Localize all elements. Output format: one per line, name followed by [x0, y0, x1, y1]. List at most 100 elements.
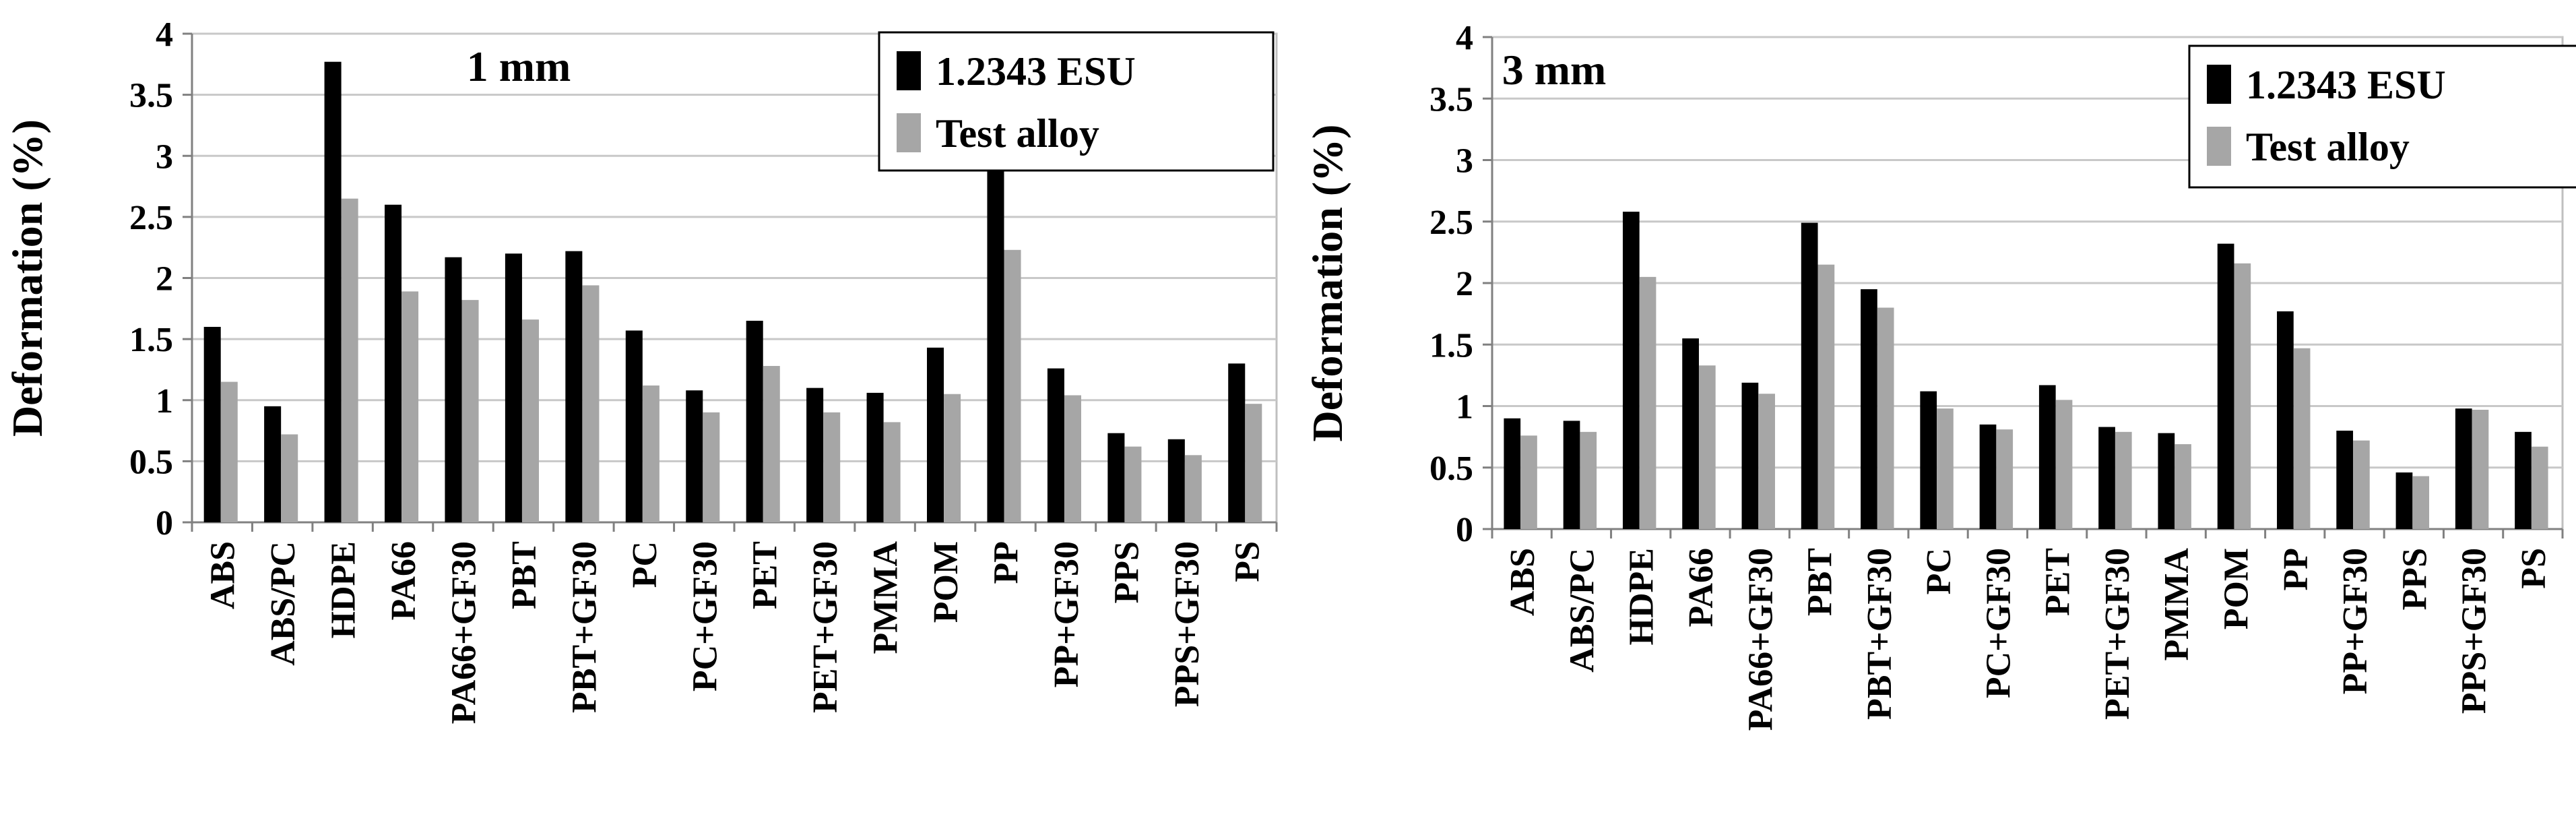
- bar-esu-hdpe: [324, 61, 342, 522]
- legend-label: 1.2343 ESU: [936, 49, 1136, 94]
- bar-esu-pp-gf30: [2336, 431, 2354, 529]
- x-category-label: PC: [626, 541, 664, 588]
- y-tick-label: 3: [1456, 142, 1473, 181]
- x-category-label: PA66: [1682, 548, 1720, 627]
- bar-test-alloy-pmma: [2175, 444, 2191, 529]
- x-category-label: PMMA: [2158, 548, 2196, 661]
- bar-esu-pa66: [385, 204, 402, 522]
- x-category-label: PC+GF30: [1979, 548, 2018, 698]
- y-tick-label: 0: [1456, 511, 1473, 549]
- y-tick-label: 3.5: [129, 77, 173, 115]
- y-tick-label: 0.5: [129, 443, 173, 481]
- bar-esu-abs-pc: [264, 406, 282, 522]
- bar-test-alloy-abs: [220, 381, 238, 522]
- bar-test-alloy-pp-gf30: [2353, 440, 2370, 529]
- x-category-label: PBT+GF30: [565, 541, 604, 713]
- x-category-label: PP+GF30: [2336, 548, 2375, 694]
- bar-esu-ps: [1228, 363, 1246, 522]
- bar-test-alloy-pbt-gf30: [1877, 307, 1894, 529]
- legend-label: 1.2343 ESU: [2246, 63, 2446, 107]
- legend-swatch: [2207, 65, 2231, 104]
- bar-esu-pbt-gf30: [565, 251, 583, 522]
- bar-esu-pps: [2395, 472, 2413, 529]
- x-category-label: PBT: [1801, 548, 1840, 616]
- y-tick-label: 1: [156, 382, 173, 421]
- bar-esu-pps-gf30: [1167, 439, 1185, 522]
- x-category-label: PET: [2039, 548, 2078, 616]
- bar-test-alloy-pp: [2293, 348, 2311, 529]
- legend-swatch: [2207, 127, 2231, 166]
- bar-test-alloy-abs-pc: [1580, 431, 1597, 529]
- bar-esu-pps: [1107, 433, 1125, 522]
- x-category-label: PET: [746, 541, 785, 609]
- x-category-label: PP+GF30: [1048, 541, 1086, 687]
- y-axis-title: Deformation (%): [1303, 125, 1351, 442]
- x-category-label: ABS: [204, 541, 243, 609]
- chart-panel-3mm: 0 0.5 1 1.5 2 2.5 3 3.5 4 ABS ABS/PC HDPE PA66 PA66+G…: [1288, 0, 2576, 833]
- bar-test-alloy-pc: [1937, 408, 1954, 529]
- bar-test-alloy-hdpe: [1639, 276, 1656, 529]
- x-category-label: PS: [1228, 541, 1266, 582]
- x-category-label: ABS/PC: [1563, 548, 1601, 673]
- bar-esu-hdpe: [1622, 212, 1640, 529]
- x-category-label: PBT: [505, 541, 544, 609]
- bar-test-alloy-hdpe: [341, 198, 358, 522]
- x-category-label: PS: [2515, 548, 2553, 589]
- x-category-label: ABS/PC: [264, 541, 302, 666]
- bar-esu-pa66-gf30: [445, 257, 462, 522]
- chart-panel-1mm: 0 0.5 1 1.5 2 2.5 3 3.5 4 ABS ABS/PC HDPE PA66 PA66+G…: [3, 16, 1278, 724]
- x-category-label: PP: [2277, 548, 2315, 591]
- bar-esu-pet-gf30: [806, 388, 824, 522]
- bar-test-alloy-pbt: [1817, 264, 1835, 529]
- x-category-label: POM: [2217, 548, 2255, 629]
- x-category-label: PPS+GF30: [1168, 541, 1206, 707]
- bar-test-alloy-pet-gf30: [2115, 431, 2132, 529]
- bar-test-alloy-abs-pc: [281, 434, 298, 522]
- y-tick-label: 2.5: [129, 199, 173, 237]
- x-category-label: PMMA: [867, 541, 905, 654]
- y-tick-label: 0.5: [1429, 450, 1473, 488]
- x-category-label: PC: [1920, 548, 1958, 594]
- y-tick-label: 0: [156, 504, 173, 543]
- x-category-label: PA66: [385, 541, 423, 620]
- y-tick-label: 2: [156, 260, 173, 299]
- bar-esu-pet-gf30: [2098, 427, 2115, 529]
- bar-test-alloy-pet-gf30: [823, 412, 841, 522]
- bar-esu-pbt: [1801, 222, 1818, 529]
- y-tick-label: 2: [1456, 265, 1473, 303]
- bar-test-alloy-pet: [2055, 400, 2073, 529]
- bar-test-alloy-pa66: [401, 291, 419, 522]
- bar-test-alloy-pa66: [1698, 365, 1716, 529]
- y-tick-label: 4: [156, 16, 173, 54]
- legend-swatch: [897, 113, 921, 152]
- bar-test-alloy-ps: [2531, 446, 2548, 529]
- bar-test-alloy-pet: [763, 366, 780, 522]
- x-category-label: PP: [988, 541, 1026, 584]
- y-tick-label: 4: [1456, 19, 1473, 57]
- legend-box: [2188, 44, 2576, 189]
- bar-esu-pom: [927, 347, 944, 522]
- bar-test-alloy-pp: [1004, 249, 1021, 522]
- bar-esu-pp: [2277, 311, 2294, 529]
- y-tick-label: 1.5: [129, 321, 173, 359]
- x-category-label: PBT+GF30: [1861, 548, 1899, 720]
- bar-test-alloy-pom: [944, 394, 961, 522]
- x-category-label: PA66+GF30: [1741, 548, 1780, 731]
- bar-esu-pc-gf30: [686, 390, 703, 522]
- bar-esu-pp: [987, 165, 1004, 522]
- x-category-label: HDPE: [1623, 548, 1661, 645]
- y-tick-label: 1: [1456, 388, 1473, 427]
- x-category-label: POM: [927, 541, 965, 623]
- chart-title: 1 mm: [467, 42, 571, 90]
- x-category-label: HDPE: [325, 541, 363, 638]
- legend-swatch: [897, 51, 921, 90]
- bar-esu-pp-gf30: [1047, 368, 1064, 522]
- y-tick-label: 3.5: [1429, 80, 1473, 119]
- x-category-label: PET+GF30: [2098, 548, 2137, 720]
- bar-esu-pom: [2217, 243, 2234, 529]
- bar-test-alloy-pp-gf30: [1064, 395, 1081, 522]
- bar-esu-pps-gf30: [2455, 408, 2472, 529]
- x-category-label: PPS: [2395, 548, 2434, 610]
- bar-esu-pbt-gf30: [1861, 289, 1877, 529]
- y-tick-label: 2.5: [1429, 204, 1473, 242]
